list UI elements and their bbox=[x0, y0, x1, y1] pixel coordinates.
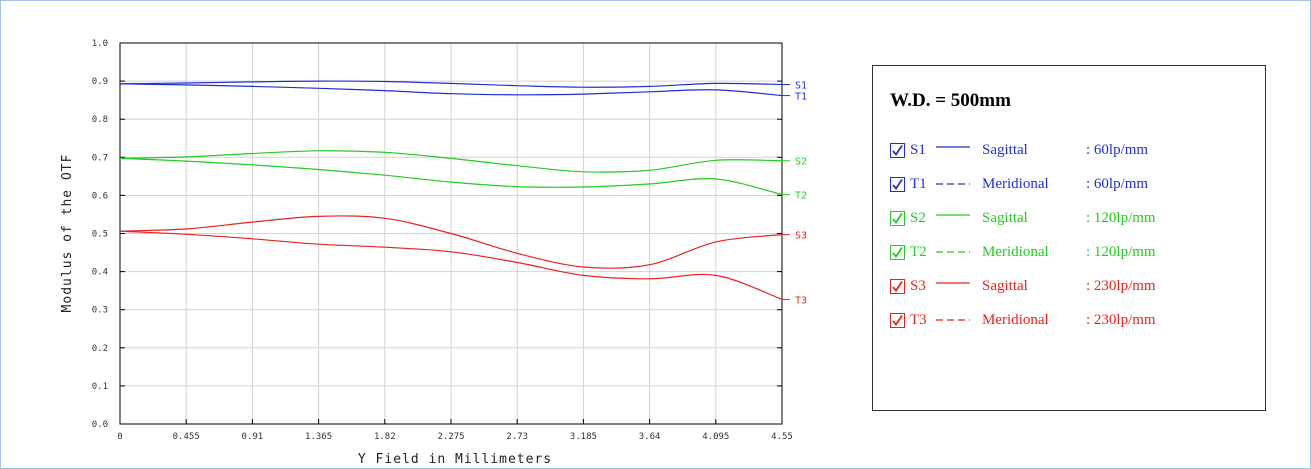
legend-item-t3[interactable]: T3 Meridional : 230lp/mm bbox=[890, 308, 1156, 332]
legend-item-desc: Sagittal bbox=[982, 277, 1036, 294]
legend-item-name: T2 bbox=[910, 243, 927, 260]
series-end-label-s1: S1 bbox=[795, 81, 807, 92]
x-tick-label: 3.64 bbox=[639, 432, 661, 442]
x-tick-label: 0.455 bbox=[173, 432, 200, 442]
y-tick-label: 0.4 bbox=[92, 268, 108, 278]
y-tick-label: 0.5 bbox=[92, 230, 108, 240]
legend-line-sample bbox=[936, 179, 970, 189]
series-line-s1 bbox=[119, 80, 783, 88]
y-tick-label: 0.9 bbox=[92, 77, 108, 87]
y-tick-label: 0.7 bbox=[92, 153, 108, 163]
series-end-label-t2: T2 bbox=[795, 191, 807, 202]
legend-item-t2[interactable]: T2 Meridional : 120lp/mm bbox=[890, 240, 1156, 264]
checkbox-checked-icon[interactable] bbox=[890, 210, 905, 226]
y-axis-title: Modulus of the OTF bbox=[60, 154, 75, 313]
checkbox-checked-icon[interactable] bbox=[890, 176, 905, 192]
x-tick-label: 2.73 bbox=[506, 432, 528, 442]
legend-item-desc: Sagittal bbox=[982, 141, 1036, 158]
legend-line-sample bbox=[936, 145, 970, 155]
x-tick-label: 4.55 bbox=[771, 432, 793, 442]
x-axis-title: Y Field in Millimeters bbox=[358, 452, 552, 467]
legend-item-s3[interactable]: S3 Sagittal : 230lp/mm bbox=[890, 274, 1156, 298]
legend: W.D. = 500mm S1 Sagittal : 60lp/mm T1 Merid… bbox=[872, 65, 1266, 411]
legend-item-frequency: : 120lp/mm bbox=[1086, 209, 1156, 226]
checkbox-checked-icon[interactable] bbox=[890, 312, 905, 328]
legend-title: W.D. = 500mm bbox=[890, 90, 1011, 111]
series-lines bbox=[119, 80, 783, 300]
legend-item-frequency: : 60lp/mm bbox=[1086, 175, 1149, 192]
tick-labels: 0 0.455 0.91 1.365 1.82 2.275 2.73 3.185 3.64 4.0… bbox=[92, 39, 793, 442]
y-tick-label: 0.1 bbox=[92, 382, 108, 392]
legend-line-sample bbox=[936, 315, 970, 325]
legend-item-name: S3 bbox=[910, 277, 926, 294]
legend-item-t1[interactable]: T1 Meridional : 60lp/mm bbox=[890, 172, 1148, 196]
series-end-label-s3: S3 bbox=[795, 231, 807, 242]
series-line-s2 bbox=[119, 150, 783, 173]
y-tick-label: 0.6 bbox=[92, 191, 108, 201]
checkbox-checked-icon[interactable] bbox=[890, 278, 905, 294]
x-tick-label: 3.185 bbox=[570, 432, 597, 442]
legend-item-s1[interactable]: S1 Sagittal : 60lp/mm bbox=[890, 138, 1148, 162]
legend-item-frequency: : 60lp/mm bbox=[1086, 141, 1149, 158]
axes bbox=[119, 42, 783, 425]
series-end-label-t1: T1 bbox=[795, 92, 807, 103]
plot-border bbox=[119, 42, 783, 425]
legend-item-s2[interactable]: S2 Sagittal : 120lp/mm bbox=[890, 206, 1156, 230]
legend-item-frequency: : 120lp/mm bbox=[1086, 243, 1156, 260]
legend-item-desc: Meridional bbox=[982, 243, 1049, 260]
legend-line-sample bbox=[936, 247, 970, 257]
x-tick-label: 1.82 bbox=[374, 432, 396, 442]
series-line-t1 bbox=[119, 83, 783, 97]
legend-line-sample bbox=[936, 281, 970, 291]
series-end-label-s2: S2 bbox=[795, 157, 807, 168]
y-tick-label: 0.8 bbox=[92, 115, 108, 125]
y-tick-label: 0.3 bbox=[92, 306, 108, 316]
x-tick-label: 0 bbox=[117, 432, 122, 442]
legend-item-frequency: : 230lp/mm bbox=[1086, 277, 1156, 294]
series-end-label-t3: T3 bbox=[795, 295, 807, 306]
series-line-t3 bbox=[119, 230, 783, 300]
legend-item-desc: Sagittal bbox=[982, 209, 1036, 226]
legend-item-name: S2 bbox=[910, 209, 926, 226]
x-tick-label: 1.365 bbox=[305, 432, 332, 442]
y-tick-label: 0.2 bbox=[92, 344, 108, 354]
legend-item-desc: Meridional bbox=[982, 311, 1049, 328]
x-tick-label: 0.91 bbox=[242, 432, 264, 442]
legend-item-name: S1 bbox=[910, 141, 926, 158]
series-line-t2 bbox=[119, 157, 783, 196]
x-tick-label: 2.275 bbox=[437, 432, 464, 442]
legend-line-sample bbox=[936, 213, 970, 223]
checkbox-checked-icon[interactable] bbox=[890, 244, 905, 260]
checkbox-checked-icon[interactable] bbox=[890, 142, 905, 158]
legend-item-desc: Meridional bbox=[982, 175, 1049, 192]
legend-item-name: T3 bbox=[910, 311, 927, 328]
series-line-s3 bbox=[119, 215, 783, 269]
legend-item-name: T1 bbox=[910, 175, 927, 192]
legend-item-frequency: : 230lp/mm bbox=[1086, 311, 1156, 328]
x-tick-label: 4.095 bbox=[702, 432, 729, 442]
y-tick-label: 1.0 bbox=[92, 39, 108, 49]
y-tick-label: 0.0 bbox=[92, 420, 108, 430]
